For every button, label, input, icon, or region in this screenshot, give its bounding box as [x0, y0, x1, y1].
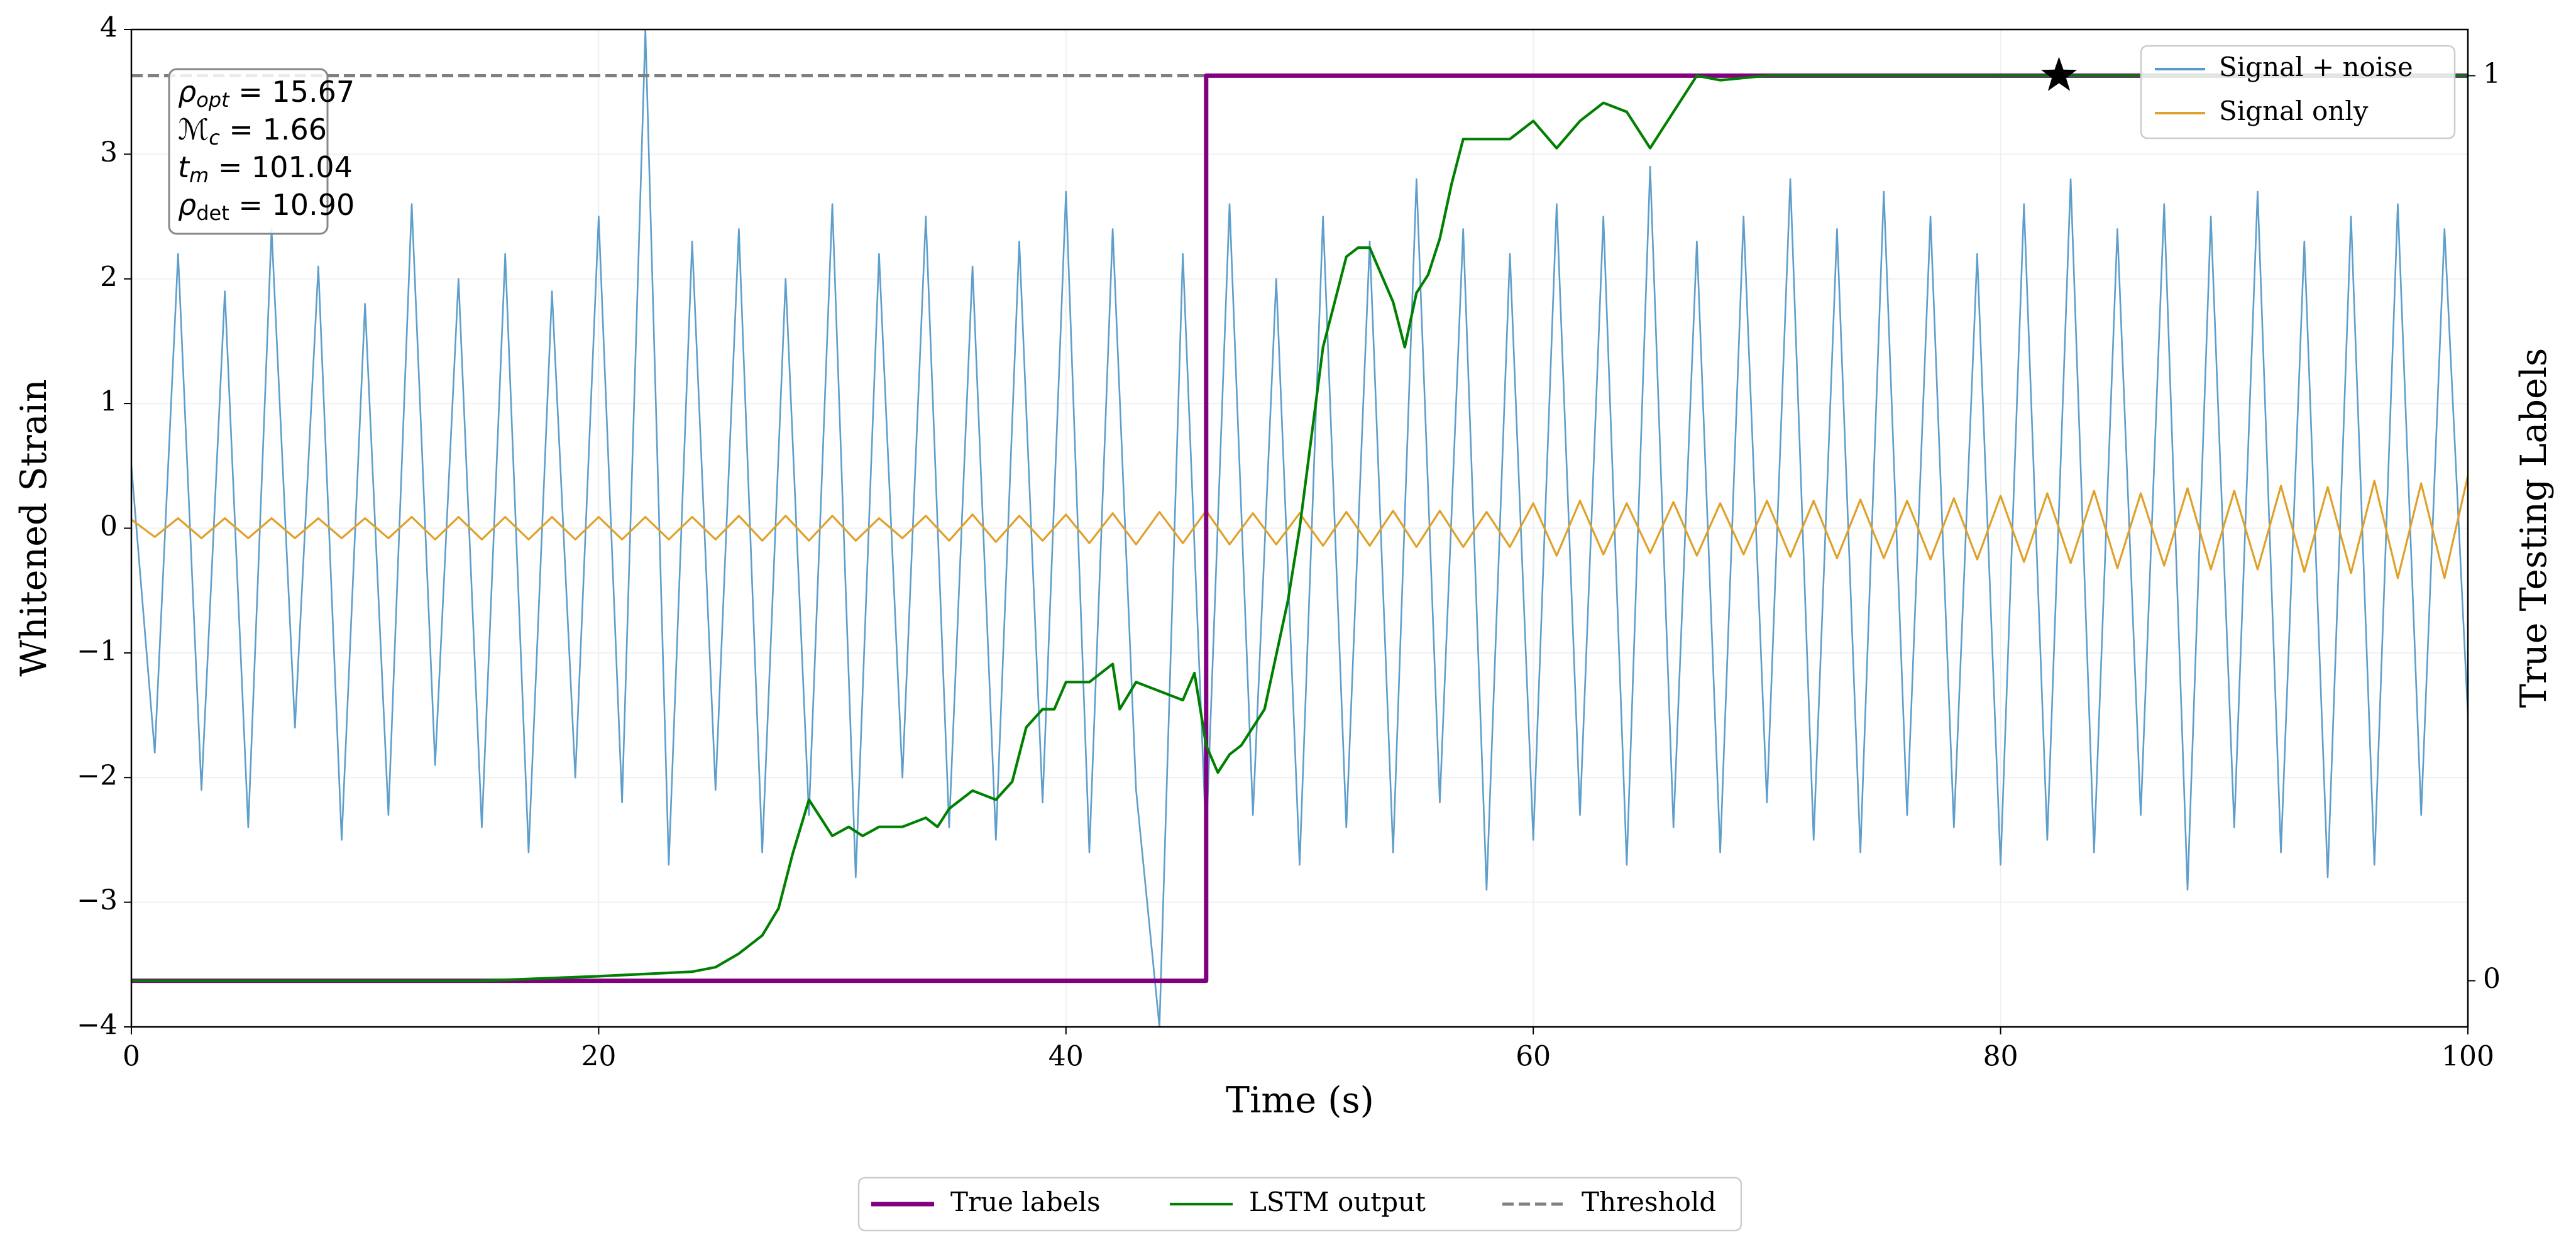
series-line — [131, 475, 2468, 579]
annotation-value: = 15.67 — [229, 75, 355, 109]
annotation-value: = 10.90 — [229, 188, 355, 222]
y-tick-label: −4 — [77, 1009, 118, 1041]
y-tick-label: 2 — [100, 261, 118, 293]
annotation-subscript: m — [189, 163, 209, 187]
y-tick-label: 3 — [100, 136, 118, 168]
x-tick-label: 40 — [1049, 1041, 1084, 1073]
star-marker — [2041, 57, 2078, 91]
annotation-subscript: det — [196, 201, 229, 225]
annotation-symbol: t — [178, 150, 190, 184]
annotation-value: = 101.04 — [209, 150, 353, 184]
annotation: ρdet = 10.90 — [178, 188, 355, 226]
series-line — [131, 74, 2468, 982]
y-tick-label: −1 — [77, 635, 118, 667]
y-tick-label: 1 — [100, 386, 118, 418]
legend-label: Signal + noise — [2219, 52, 2413, 82]
legend-label: True labels — [950, 1187, 1101, 1217]
y2-axis-label: True Testing Labels — [2513, 348, 2555, 708]
y-axis-label: Whitened Strain — [13, 379, 55, 676]
annotation-subscript: c — [209, 126, 220, 150]
annotation-frame — [168, 68, 329, 235]
x-tick-label: 60 — [1516, 1041, 1551, 1073]
x-axis-label: Time (s) — [1226, 1080, 1374, 1121]
y-tick-label: −2 — [77, 760, 118, 792]
annotation-symbol: ρ — [178, 75, 196, 109]
x-tick-label: 100 — [2441, 1041, 2494, 1073]
x-tick-label: 20 — [581, 1041, 616, 1073]
y-tick-label: 0 — [100, 510, 118, 542]
annotation: ρopt = 15.67 — [178, 75, 355, 112]
annotation: tm = 101.04 — [178, 150, 353, 188]
y-tick-label: 4 — [100, 12, 118, 44]
annotation-symbol: ℳ — [178, 112, 209, 146]
annotation-symbol: ρ — [178, 188, 196, 222]
legend-frame — [857, 1176, 1742, 1232]
y-tick-label: −3 — [77, 884, 118, 916]
legend-frame — [2140, 45, 2456, 140]
annotation-value: = 1.66 — [220, 112, 327, 146]
y2-tick-label: 0 — [2483, 963, 2501, 995]
y2-tick-label: 1 — [2483, 58, 2501, 90]
legend-label: LSTM output — [1249, 1187, 1426, 1217]
series-line — [131, 30, 2468, 1027]
legend-label: Threshold — [1582, 1187, 1716, 1217]
x-tick-label: 80 — [1983, 1041, 2018, 1073]
x-tick-label: 0 — [123, 1041, 140, 1073]
plot-frame — [130, 28, 2469, 1028]
annotation-subscript: opt — [196, 88, 230, 112]
legend-label: Signal only — [2219, 96, 2369, 126]
annotation: ℳc = 1.66 — [178, 112, 327, 150]
